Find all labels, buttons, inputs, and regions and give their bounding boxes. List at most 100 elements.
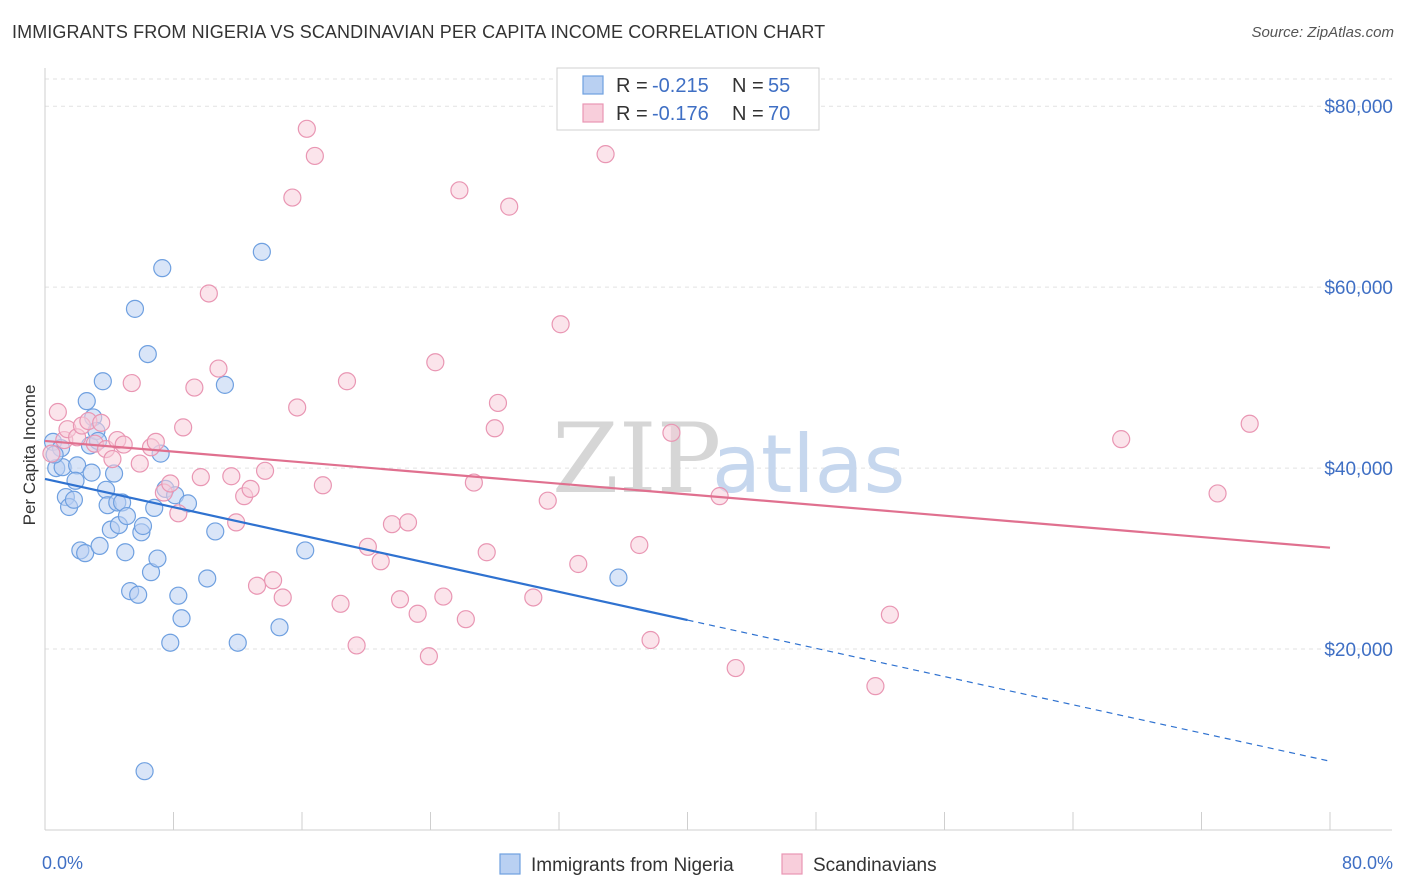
- point-series0-40: [169, 586, 188, 605]
- point-series1-70: [1208, 484, 1227, 503]
- data-points: [42, 119, 1259, 781]
- legend-n-value-1: 70: [768, 103, 790, 125]
- legend-n-value-0: 55: [768, 75, 790, 97]
- watermark-atlas: atlas: [712, 418, 905, 511]
- legend-n-label-1: N =: [732, 103, 764, 125]
- point-series1-30: [255, 461, 275, 480]
- point-series0-49: [296, 541, 315, 560]
- trend-line-series0: [44, 477, 688, 622]
- point-series0-47: [252, 242, 271, 261]
- point-series0-41: [172, 609, 191, 628]
- point-series1-42: [371, 552, 390, 571]
- point-series1-16: [146, 432, 165, 451]
- point-series0-43: [198, 569, 217, 588]
- point-series1-25: [222, 467, 241, 486]
- point-series1-12: [114, 435, 133, 454]
- point-series1-37: [313, 476, 332, 495]
- point-series0-48: [270, 618, 289, 637]
- point-series1-50: [450, 181, 469, 200]
- point-series0-24: [116, 543, 135, 562]
- point-series0-27: [125, 299, 145, 318]
- point-series0-31: [138, 344, 157, 364]
- point-series1-60: [569, 554, 588, 574]
- point-series1-58: [538, 491, 557, 510]
- point-series0-16: [93, 372, 112, 391]
- point-series1-68: [880, 605, 899, 624]
- point-series1-29: [247, 576, 267, 595]
- legend-r-label-0: R =: [616, 75, 648, 97]
- point-series1-38: [331, 594, 350, 613]
- y-tick-label-2: $60,000: [1324, 278, 1393, 299]
- point-series1-13: [122, 373, 141, 393]
- point-series1-52: [464, 473, 483, 492]
- point-series1-10: [103, 449, 122, 469]
- point-series1-49: [434, 587, 453, 606]
- point-series1-18: [161, 474, 180, 493]
- point-series1-20: [174, 418, 193, 437]
- watermark: ZIP atlas: [552, 403, 905, 515]
- point-series1-64: [662, 423, 681, 442]
- point-series1-35: [297, 119, 316, 138]
- x-tick-label-1: 80.0%: [1342, 853, 1393, 873]
- legend-swatch-0: [582, 75, 604, 95]
- point-series1-71: [1240, 414, 1259, 433]
- legend-r-label-1: R =: [616, 103, 648, 125]
- tick-labels: $20,000 $40,000 $60,000 $80,000 0.0% 80.0%: [42, 97, 1393, 873]
- point-series1-22: [191, 468, 210, 487]
- bottom-legend-label-0: Immigrants from Nigeria: [531, 855, 734, 876]
- point-series1-8: [92, 413, 111, 432]
- legend: R = -0.215 N = 55 R = -0.176 N = 70: [556, 67, 820, 131]
- point-series1-61: [596, 145, 615, 164]
- watermark-zip: ZIP: [552, 403, 721, 515]
- point-series0-44: [206, 522, 225, 541]
- point-series1-54: [485, 419, 504, 438]
- point-series1-59: [551, 315, 570, 334]
- point-series1-0: [42, 444, 61, 463]
- point-series1-36: [305, 146, 324, 166]
- point-series1-44: [390, 590, 410, 609]
- gridlines: [45, 78, 1392, 650]
- point-series1-55: [488, 393, 508, 413]
- bottom-legend-label-1: Scandinavians: [813, 855, 937, 876]
- point-series0-38: [161, 633, 180, 652]
- point-series1-32: [273, 588, 292, 607]
- point-series1-66: [726, 658, 745, 678]
- source-credit: Source: ZipAtlas.com: [1251, 24, 1394, 41]
- x-tick-label-0: 0.0%: [42, 853, 83, 873]
- y-axis-label: Per Capita Income: [20, 385, 39, 526]
- point-series1-21: [185, 378, 204, 397]
- point-series0-30: [133, 516, 153, 536]
- point-series0-6: [64, 490, 84, 509]
- point-series1-45: [398, 513, 418, 532]
- point-series1-46: [408, 604, 427, 623]
- point-series0-34: [148, 549, 167, 568]
- point-series1-57: [524, 588, 543, 607]
- point-series1-62: [630, 535, 649, 555]
- point-series1-69: [1112, 430, 1131, 449]
- legend-swatch-1: [582, 103, 604, 123]
- point-series1-40: [347, 636, 366, 655]
- point-series1-67: [866, 677, 885, 696]
- point-series0-45: [215, 375, 234, 394]
- point-series0-51: [609, 568, 628, 587]
- trend-line-series1: [44, 439, 1331, 549]
- chart-title: IMMIGRANTS FROM NIGERIA VS SCANDINAVIAN …: [12, 22, 826, 42]
- point-series1-43: [382, 515, 402, 534]
- legend-r-value-0: -0.215: [652, 75, 709, 97]
- point-series1-28: [241, 479, 260, 499]
- point-series1-31: [263, 571, 283, 590]
- point-series1-51: [456, 610, 475, 629]
- point-series1-34: [288, 398, 307, 417]
- bottom-legend-swatch-0: [499, 853, 521, 875]
- point-series0-36: [153, 259, 172, 278]
- point-series1-33: [283, 188, 302, 207]
- point-series0-9: [76, 544, 95, 563]
- point-series0-46: [228, 633, 247, 652]
- bottom-legend: Immigrants from Nigeria Scandinavians: [499, 853, 937, 876]
- point-series0-12: [82, 463, 101, 482]
- bottom-legend-swatch-1: [781, 853, 803, 875]
- point-series1-24: [209, 359, 228, 378]
- point-series1-39: [337, 372, 357, 391]
- trend-line-extension-series0: [687, 619, 1331, 762]
